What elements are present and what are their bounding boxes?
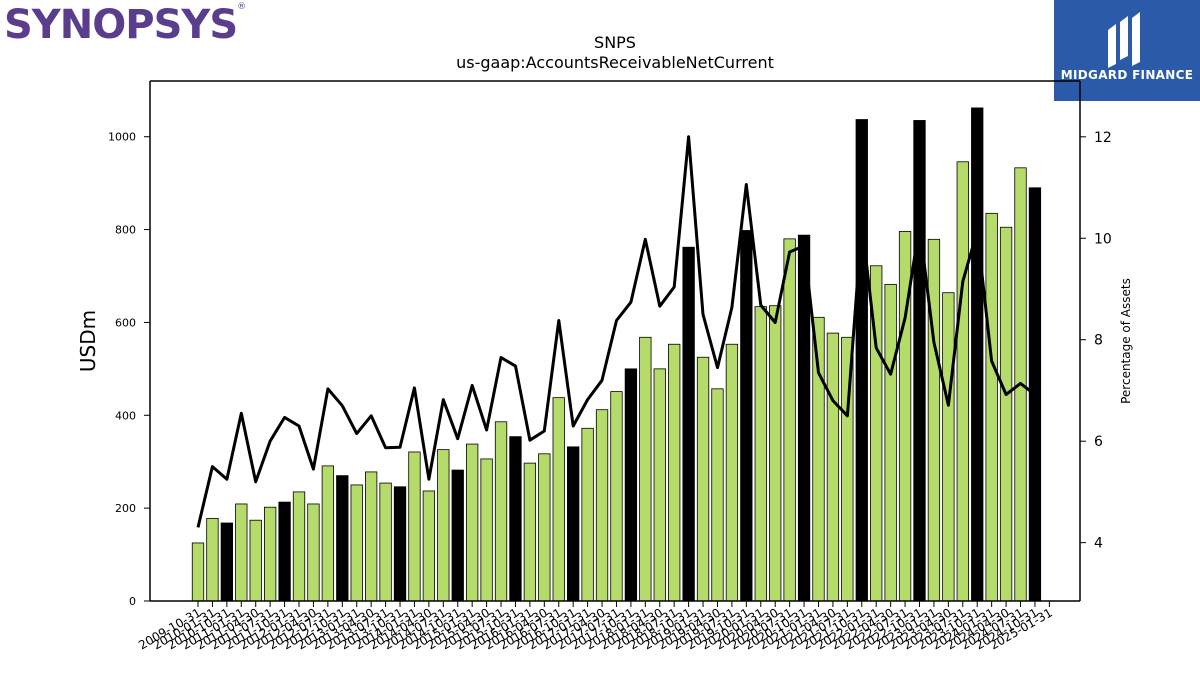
bar-2014-01-31 xyxy=(408,451,421,602)
bar-2014-04-30 xyxy=(422,490,436,602)
bar-2020-01-31 xyxy=(754,306,767,602)
bar-2021-04-30 xyxy=(826,332,840,602)
midgard-mark-icon xyxy=(1108,12,1140,68)
bar-2017-10-31 xyxy=(624,368,638,602)
bar-2009-10-31 xyxy=(191,542,205,602)
synopsys-logo: SYNOPSYS® xyxy=(4,2,246,48)
y2-tick-label-8: 8 xyxy=(1094,333,1103,349)
midgard-finance-logo: MIDGARD FINANCE xyxy=(1054,0,1200,101)
y-tick-label-600: 600 xyxy=(115,316,136,329)
bar-2011-04-30 xyxy=(249,519,262,602)
bar-2019-01-31 xyxy=(696,356,710,602)
chart-title: SNPS xyxy=(594,33,636,52)
chart-subtitle: us-gaap:AccountsReceivableNetCurrent xyxy=(456,53,774,72)
bar-2011-01-31 xyxy=(235,503,248,602)
bar-2020-04-30 xyxy=(769,305,782,602)
bar-2013-10-31 xyxy=(393,486,407,602)
y-tick-label-0: 0 xyxy=(129,595,136,608)
bar-2012-04-30 xyxy=(307,503,320,602)
bar-2016-04-30 xyxy=(538,453,551,602)
bar-2013-07-31 xyxy=(379,482,392,602)
bar-2011-10-31 xyxy=(278,501,291,602)
bar-2014-07-31 xyxy=(437,449,450,602)
bar-2023-10-31 xyxy=(971,107,984,602)
bar-2018-04-30 xyxy=(653,368,666,602)
bar-2024-01-31 xyxy=(985,212,998,602)
bar-2023-01-31 xyxy=(927,238,941,602)
bar-2016-07-31 xyxy=(552,397,565,602)
bar-2012-10-31 xyxy=(336,475,349,602)
y-axis-label: USDm xyxy=(76,310,100,372)
bar-2021-10-31 xyxy=(855,119,868,602)
y2-tick-label-4: 4 xyxy=(1094,536,1103,552)
bar-2017-07-31 xyxy=(610,391,623,602)
bar-2019-07-31 xyxy=(725,343,739,602)
y-tick-label-800: 800 xyxy=(115,224,136,237)
bar-2018-10-31 xyxy=(682,246,695,602)
bar-2017-04-30 xyxy=(595,409,609,602)
y2-tick-label-12: 12 xyxy=(1094,130,1112,146)
bar-2018-01-31 xyxy=(639,336,652,602)
y2-tick-label-10: 10 xyxy=(1094,231,1112,247)
bar-2012-01-31 xyxy=(292,491,306,602)
bar-2015-10-31 xyxy=(509,436,522,602)
bar-2022-10-31 xyxy=(913,120,926,602)
bar-2010-01-31 xyxy=(206,517,219,602)
synopsys-logo-text: SYNOPSYS xyxy=(4,2,238,48)
y-tick-label-400: 400 xyxy=(115,409,136,422)
bar-2023-07-31 xyxy=(956,161,969,602)
pct-assets-line xyxy=(196,135,1036,528)
bar-2017-01-31 xyxy=(581,427,594,602)
bar-2015-04-30 xyxy=(480,458,493,602)
bar-2016-01-31 xyxy=(523,462,537,602)
bar-2013-04-30 xyxy=(365,471,378,602)
bar-2015-07-31 xyxy=(494,421,508,602)
y-tick-label-1000: 1000 xyxy=(108,131,136,144)
bar-2019-10-31 xyxy=(740,230,753,602)
bar-2016-10-31 xyxy=(567,446,580,602)
y-tick-label-200: 200 xyxy=(115,502,136,515)
bar-2018-07-31 xyxy=(668,343,681,602)
bar-2023-04-30 xyxy=(942,292,955,602)
bar-2013-01-31 xyxy=(350,484,363,602)
bar-2010-10-31 xyxy=(220,522,234,602)
bar-2019-04-30 xyxy=(711,388,724,602)
bar-2020-07-31 xyxy=(783,238,796,602)
bar-2012-07-31 xyxy=(321,465,335,602)
y2-tick-label-6: 6 xyxy=(1094,434,1103,450)
y2-axis-label: Percentage of Assets xyxy=(1119,278,1133,404)
bar-2022-04-30 xyxy=(884,283,897,602)
midgard-logo-text: MIDGARD FINANCE xyxy=(1060,68,1194,82)
bar-2014-10-31 xyxy=(451,469,464,602)
bar-2024-04-30 xyxy=(999,226,1013,602)
bar-2011-07-31 xyxy=(263,506,277,602)
bar-2015-01-31 xyxy=(466,443,479,602)
